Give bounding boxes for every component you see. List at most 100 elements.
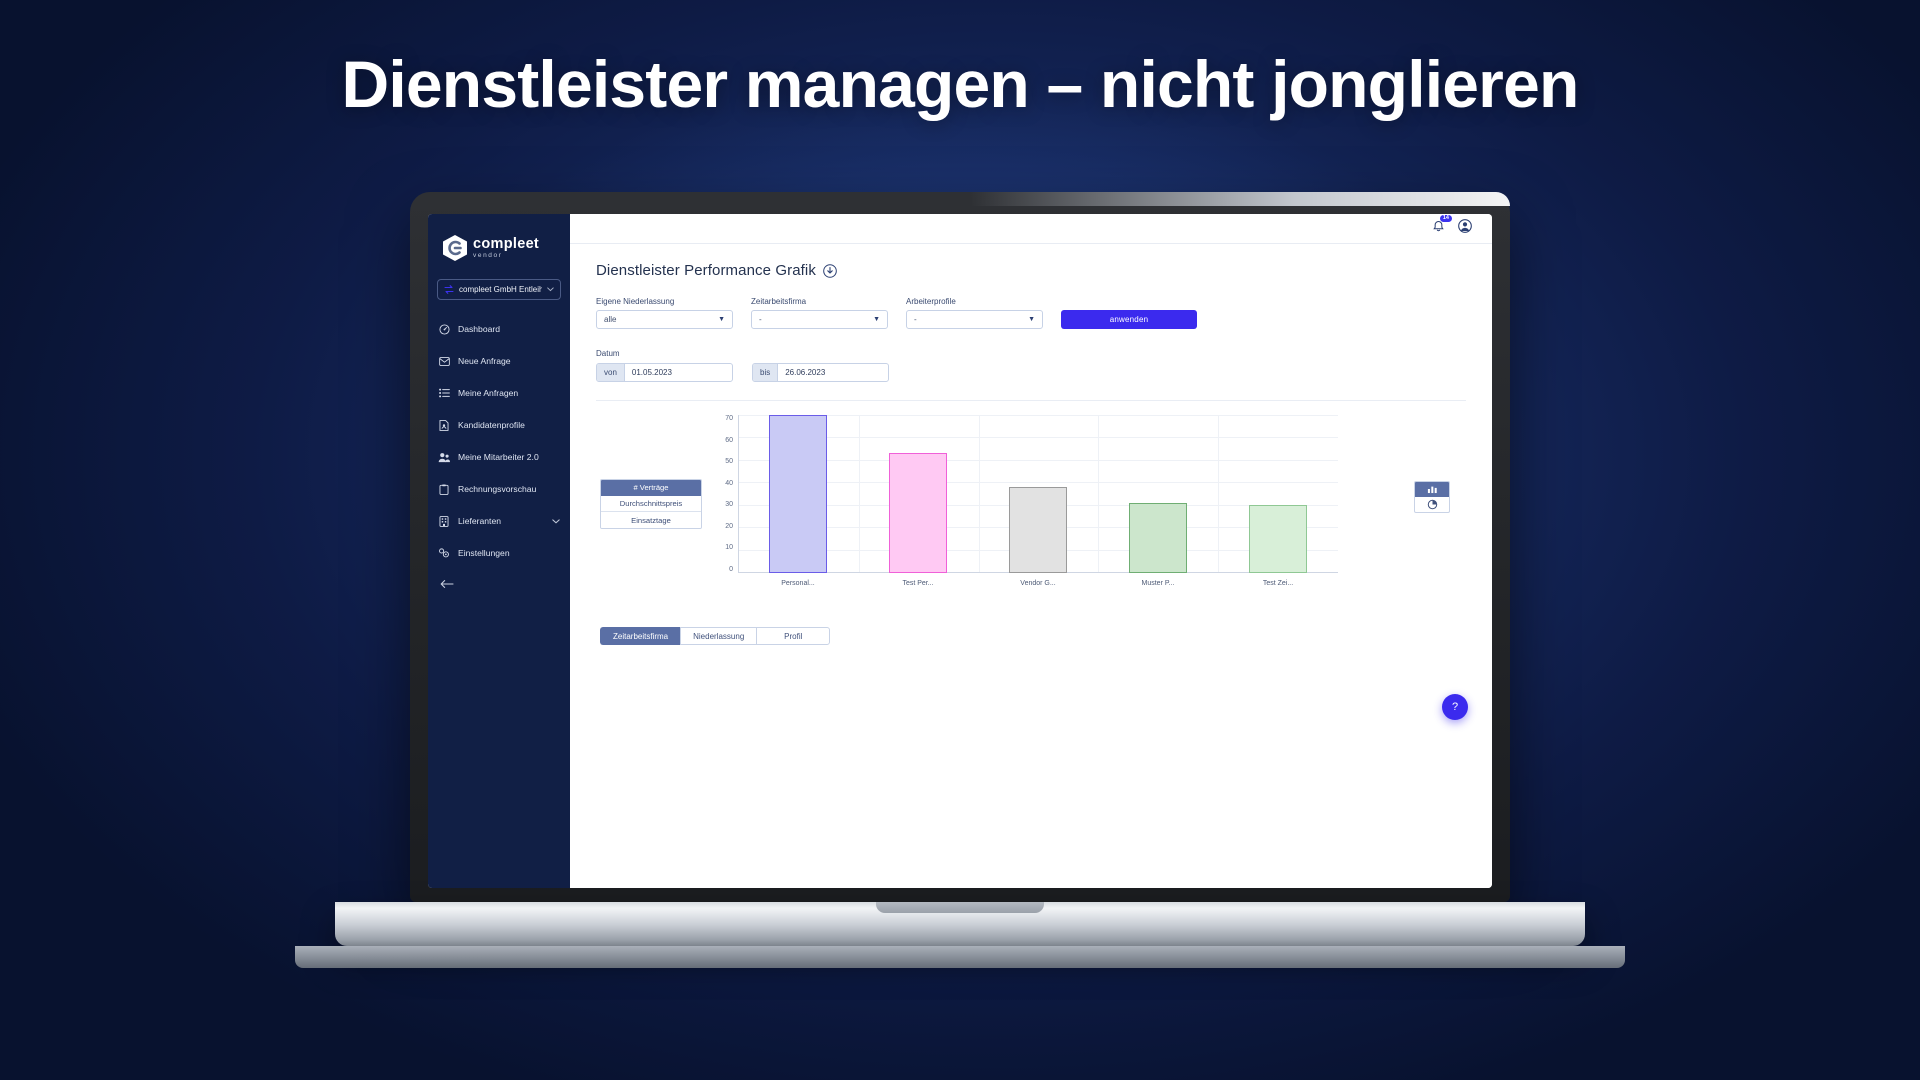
chart-type-toggle xyxy=(1414,481,1450,513)
chevron-down-icon: ▼ xyxy=(1028,316,1035,323)
y-axis: 70 60 50 40 30 20 10 0 xyxy=(714,415,736,573)
sidebar-item-einstellungen[interactable]: Einstellungen xyxy=(428,537,570,569)
list-icon xyxy=(438,388,450,398)
filter-select[interactable]: - ▼ xyxy=(751,310,888,329)
filter-label: Arbeiterprofile xyxy=(906,297,956,306)
help-button[interactable]: ? xyxy=(1442,694,1468,720)
logo-name: compleet xyxy=(473,235,540,252)
content-divider xyxy=(596,400,1466,401)
filter-arbeiterprofile: Arbeiterprofile - ▼ xyxy=(906,297,1043,329)
gridline-vertical xyxy=(858,415,860,572)
page-headline: Dienstleister managen – nicht jonglieren xyxy=(341,47,1580,121)
bar-chart-icon[interactable] xyxy=(1415,482,1449,497)
tab-niederlassung[interactable]: Niederlassung xyxy=(680,627,757,645)
user-avatar-button[interactable] xyxy=(1458,219,1472,238)
y-tick-label: 50 xyxy=(725,458,733,466)
sidebar-item-neue-anfrage[interactable]: Neue Anfrage xyxy=(428,345,570,377)
legend-item-einsatztage[interactable]: Einsatztage xyxy=(601,512,701,528)
x-tick-label: Personal... xyxy=(781,579,815,587)
chart-bar[interactable] xyxy=(889,453,947,573)
logo-subtitle: vendor xyxy=(473,252,503,259)
laptop-lid: compleet vendor compleet GmbH Entleih xyxy=(410,192,1510,902)
date-label: Datum xyxy=(596,349,620,358)
collapse-arrow-icon xyxy=(440,580,454,588)
top-bar: 14 xyxy=(570,214,1492,244)
y-tick-label: 10 xyxy=(725,544,733,552)
sidebar: compleet vendor compleet GmbH Entleih xyxy=(428,214,570,888)
legend-item-durchschnittspreis[interactable]: Durchschnittspreis xyxy=(601,496,701,512)
date-from-input[interactable]: von 01.05.2023 xyxy=(596,363,733,382)
pie-chart-icon[interactable] xyxy=(1415,497,1449,512)
compleet-hex-logo-icon xyxy=(443,235,467,261)
download-icon[interactable] xyxy=(823,263,837,278)
laptop-base xyxy=(335,902,1585,946)
filter-row: Eigene Niederlassung alle ▼ Zeitarbeitsf… xyxy=(596,297,1466,329)
sidebar-collapse-button[interactable] xyxy=(428,569,570,591)
sidebar-item-label: Einstellungen xyxy=(458,548,510,558)
company-selector[interactable]: compleet GmbH Entleih xyxy=(437,279,561,300)
y-tick-label: 0 xyxy=(729,565,733,573)
date-from-value: 01.05.2023 xyxy=(631,368,672,377)
chart-tabs: Zeitarbeitsfirma Niederlassung Profil xyxy=(600,627,1466,645)
chart-bars xyxy=(738,415,1338,573)
date-to-input[interactable]: bis 26.06.2023 xyxy=(752,363,889,382)
date-to-value: 26.06.2023 xyxy=(785,368,826,377)
gears-icon xyxy=(438,547,450,559)
clipboard-icon xyxy=(438,483,450,495)
sidebar-item-dashboard[interactable]: Dashboard xyxy=(428,313,570,345)
x-axis-labels: Personal... Test Per... Vendor G... Muster … xyxy=(738,575,1338,591)
gauge-icon xyxy=(438,323,450,335)
apply-button[interactable]: anwenden xyxy=(1061,310,1197,329)
x-tick-label: Muster P... xyxy=(1141,579,1175,587)
y-tick-label: 30 xyxy=(725,501,733,509)
avatar-icon xyxy=(1458,219,1472,233)
chart-bar[interactable] xyxy=(1009,487,1067,573)
filter-select[interactable]: alle ▼ xyxy=(596,310,733,329)
chart-bar[interactable] xyxy=(1249,505,1307,573)
sidebar-item-label: Dashboard xyxy=(458,324,501,334)
notification-bell-icon xyxy=(1433,220,1444,231)
x-tick-label: Test Zei... xyxy=(1262,579,1294,587)
sidebar-item-kandidatenprofile[interactable]: Kandidatenprofile xyxy=(428,409,570,441)
filter-value: - xyxy=(759,315,762,324)
date-to-prefix: bis xyxy=(753,364,779,381)
filter-value: - xyxy=(914,315,917,324)
tab-profil[interactable]: Profil xyxy=(756,627,831,645)
users-icon xyxy=(438,452,450,463)
sidebar-item-meine-anfragen[interactable]: Meine Anfragen xyxy=(428,377,570,409)
gridline xyxy=(739,415,1338,416)
date-filter-block: Datum von 01.05.2023 bis 26.06.2023 xyxy=(596,349,1466,382)
gridline-vertical xyxy=(1098,415,1100,572)
laptop-mockup: compleet vendor compleet GmbH Entleih xyxy=(295,192,1625,968)
sidebar-item-rechnungsvorschau[interactable]: Rechnungsvorschau xyxy=(428,473,570,505)
filter-select[interactable]: - ▼ xyxy=(906,310,1043,329)
gridline xyxy=(739,459,1338,461)
sidebar-item-meine-mitarbeiter[interactable]: Meine Mitarbeiter 2.0 xyxy=(428,441,570,473)
filter-eigene-niederlassung: Eigene Niederlassung alle ▼ xyxy=(596,297,733,329)
filter-label: Eigene Niederlassung xyxy=(596,297,675,306)
y-tick-label: 70 xyxy=(725,415,733,422)
gridline-vertical xyxy=(1218,415,1220,572)
page-title-row: Dienstleister Performance Grafik xyxy=(596,262,1466,279)
chart-bar[interactable] xyxy=(1129,503,1187,573)
sidebar-nav: Dashboard Neue Anfrage Meine Anfragen xyxy=(428,313,570,591)
page-title: Dienstleister Performance Grafik xyxy=(596,262,816,279)
swap-arrows-icon xyxy=(444,285,454,294)
sidebar-item-label: Meine Mitarbeiter 2.0 xyxy=(458,452,539,462)
content-area: Dienstleister Performance Grafik Eigene … xyxy=(570,244,1492,645)
sidebar-item-label: Kandidatenprofile xyxy=(458,420,525,430)
legend-item-vertraege[interactable]: # Verträge xyxy=(601,480,701,496)
sidebar-item-lieferanten[interactable]: Lieferanten xyxy=(428,505,570,537)
chart-legend: # Verträge Durchschnittspreis Einsatztag… xyxy=(600,479,702,529)
app-logo: compleet vendor xyxy=(428,228,570,266)
main-content: 14 Dienstleister Performance Grafik xyxy=(570,214,1492,888)
notifications-button[interactable]: 14 xyxy=(1432,214,1452,238)
tab-zeitarbeitsfirma[interactable]: Zeitarbeitsfirma xyxy=(600,627,681,645)
filter-zeitarbeitsfirma: Zeitarbeitsfirma - ▼ xyxy=(751,297,888,329)
app-screen: compleet vendor compleet GmbH Entleih xyxy=(428,214,1492,888)
gridline-vertical xyxy=(978,415,980,572)
chart-bar[interactable] xyxy=(769,415,827,573)
chevron-down-icon: ▼ xyxy=(718,316,725,323)
profile-document-icon xyxy=(438,419,450,431)
sidebar-item-label: Rechnungsvorschau xyxy=(458,484,537,494)
